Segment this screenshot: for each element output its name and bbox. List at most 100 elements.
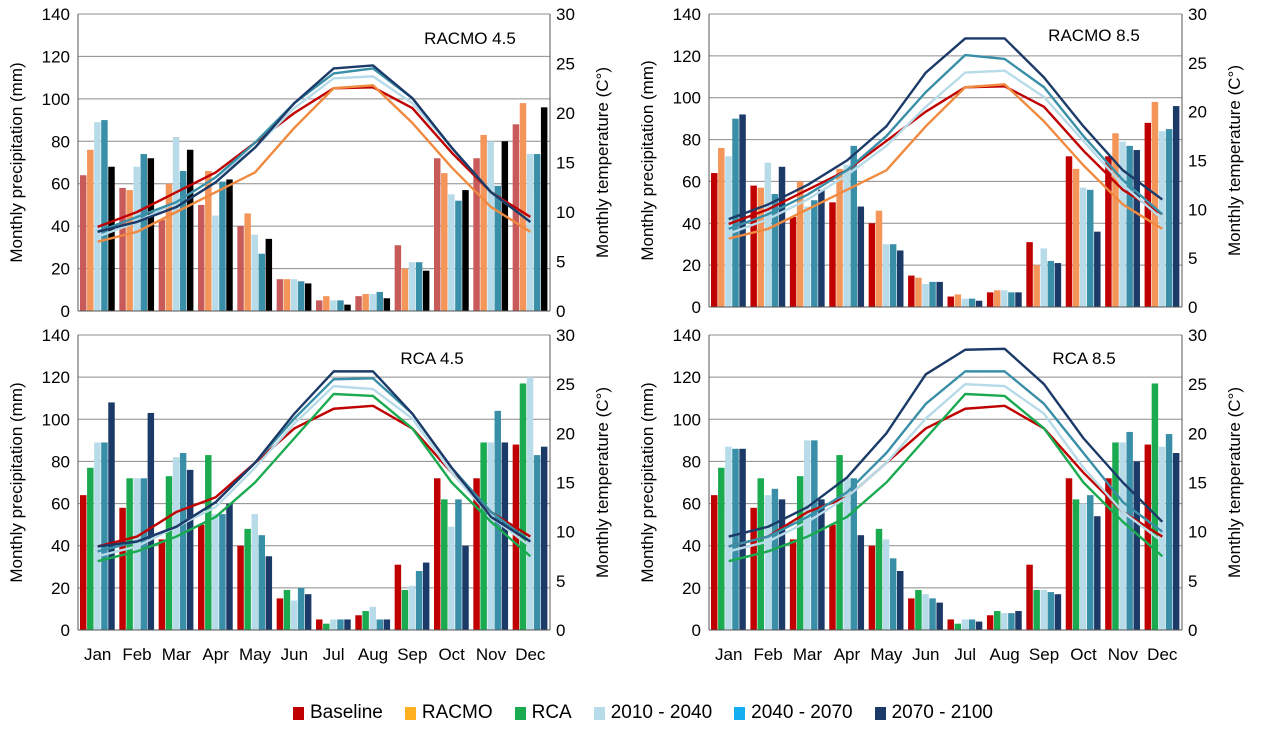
bar	[462, 190, 469, 311]
bar	[87, 149, 94, 311]
bar	[897, 250, 904, 307]
y-tick-label: 80	[51, 452, 70, 471]
legend-swatch	[514, 706, 526, 720]
bar	[80, 495, 87, 630]
bar	[936, 281, 943, 307]
bar	[205, 455, 212, 630]
x-tick-label: Jun	[281, 645, 308, 664]
bar	[1087, 495, 1094, 630]
y-tick-label: 20	[51, 579, 70, 598]
bar	[1072, 168, 1080, 307]
bar	[244, 213, 251, 311]
bar	[297, 281, 305, 311]
bar	[441, 499, 448, 630]
bar	[540, 446, 548, 630]
bar	[915, 277, 922, 307]
y2-tick-label: 25	[556, 375, 575, 394]
y-tick-label: 120	[42, 368, 70, 387]
bar	[480, 134, 487, 311]
y-tick-label: 80	[51, 132, 70, 151]
bar	[501, 141, 509, 311]
y2-tick-label: 0	[556, 621, 565, 640]
bar	[316, 300, 323, 311]
bar	[237, 545, 244, 630]
legend-label: 2010 - 2040	[610, 702, 713, 723]
bar	[1094, 231, 1101, 307]
chart-panel-1: 0 20 40 60 80 100 120 140 0 5 10 15 20 25 30 Monthly pr…	[7, 5, 612, 321]
bar	[1133, 461, 1140, 630]
bar	[297, 587, 305, 630]
bar	[383, 298, 391, 311]
bar	[818, 189, 825, 307]
bar	[711, 495, 718, 630]
bar	[908, 275, 915, 307]
y2-axis-title: Monthly temperature (C°)	[1225, 387, 1244, 578]
bar	[986, 615, 994, 630]
bar	[362, 611, 369, 630]
y2-tick-label: 10	[1188, 523, 1207, 542]
x-tick-label: Jan	[715, 645, 742, 664]
bar	[947, 619, 954, 630]
bar	[1112, 133, 1119, 307]
bar	[1119, 442, 1126, 630]
bar	[1054, 263, 1062, 307]
y2-tick-label: 15	[556, 474, 575, 493]
bar	[1008, 613, 1015, 630]
bar	[778, 166, 786, 307]
bar	[954, 623, 962, 630]
bar	[258, 253, 265, 311]
bar	[158, 219, 166, 311]
bar	[994, 290, 1001, 307]
legend-item-baseline: Baseline	[292, 702, 383, 724]
y-tick-label: 20	[51, 260, 70, 279]
bar	[376, 619, 383, 630]
bar	[140, 154, 147, 311]
bar	[725, 156, 732, 307]
bar	[1119, 141, 1126, 307]
bar	[1040, 248, 1047, 307]
y-tick-label: 80	[682, 452, 701, 471]
bar	[462, 545, 469, 630]
temperature-line	[728, 85, 1163, 226]
legend-label: 2040 - 2070	[751, 702, 853, 723]
bar	[355, 296, 362, 311]
x-tick-label: Sep	[397, 645, 427, 664]
bar	[1040, 589, 1047, 630]
bar	[362, 294, 369, 311]
y-tick-label: 120	[673, 368, 701, 387]
x-tick-label: Mar	[162, 645, 192, 664]
bar	[1126, 145, 1133, 307]
y-tick-label: 60	[51, 175, 70, 194]
bar	[198, 204, 205, 311]
bar	[186, 469, 194, 630]
legend-label: Baseline	[309, 702, 383, 723]
bar	[843, 164, 850, 307]
y2-tick-label: 25	[556, 55, 575, 74]
bar	[369, 294, 376, 311]
bar	[265, 556, 273, 630]
bar	[355, 615, 362, 630]
bar	[158, 539, 166, 630]
legend-label: 2070 - 2100	[891, 702, 993, 723]
bar	[1087, 189, 1094, 307]
bar	[533, 154, 541, 311]
bar	[857, 535, 865, 630]
y2-tick-label: 30	[556, 5, 575, 24]
bar	[732, 448, 739, 630]
temperature-line	[97, 392, 532, 563]
legend-swatch	[734, 706, 746, 720]
bar	[290, 600, 298, 630]
bar	[205, 170, 212, 311]
bar	[968, 298, 976, 307]
y-tick-label: 140	[673, 5, 701, 24]
bar	[147, 412, 155, 630]
bar	[922, 594, 929, 630]
bar	[344, 304, 351, 311]
bar	[487, 442, 494, 630]
bar	[147, 158, 155, 311]
bar	[796, 476, 804, 630]
x-tick-label: Jul	[323, 645, 345, 664]
bar	[936, 602, 943, 630]
bar	[836, 455, 843, 630]
